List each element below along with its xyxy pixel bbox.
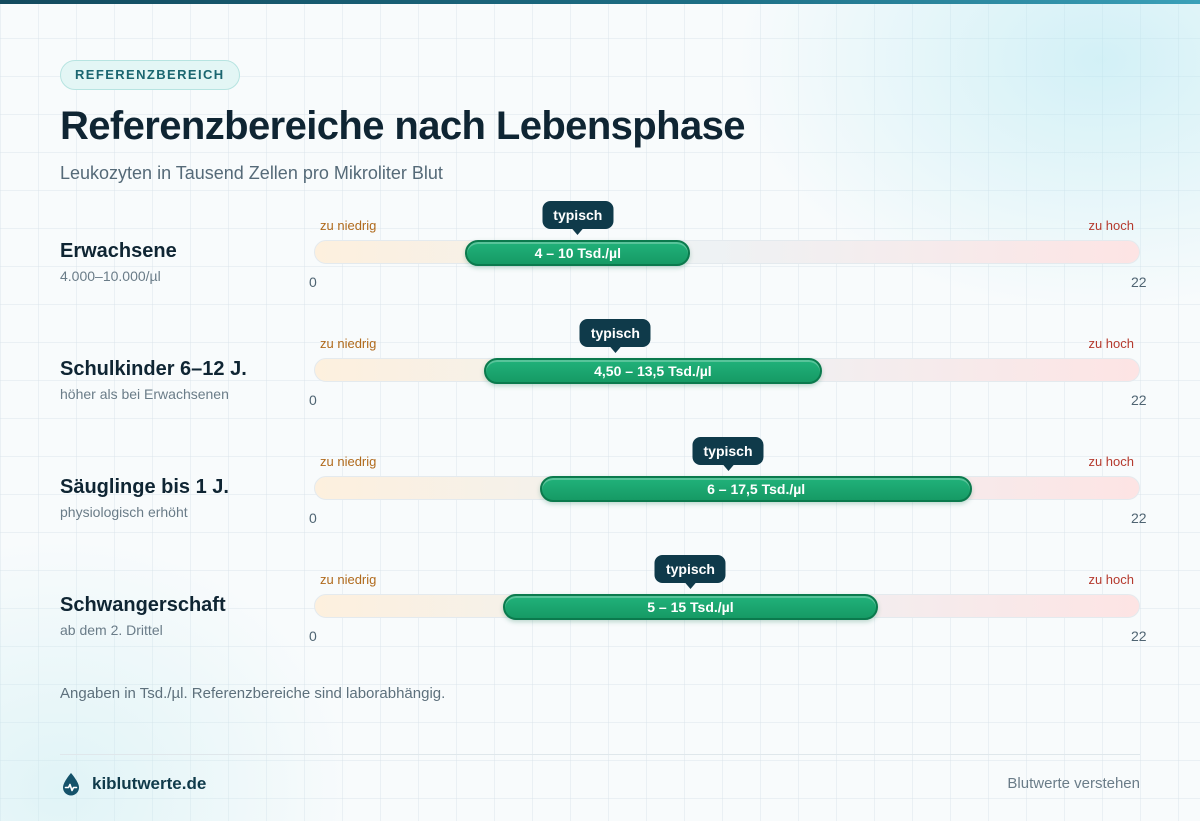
range-bar: 6 – 17,5 Tsd./µl: [540, 476, 973, 502]
tick-label-max: 22: [1131, 510, 1147, 526]
footer-divider: [60, 754, 1140, 755]
range-bar: 5 – 15 Tsd./µl: [502, 594, 879, 620]
row-sublabel: ab dem 2. Drittel: [60, 622, 163, 638]
footnote: Angaben in Tsd./µl. Referenzbereiche sin…: [60, 685, 446, 702]
range-bar: 4 – 10 Tsd./µl: [465, 240, 691, 266]
typical-marker: typisch: [542, 201, 614, 235]
tick-label-max: 22: [1131, 392, 1147, 408]
category-badge: REFERENZBEREICH: [60, 60, 240, 90]
scale-track: 6 – 17,5 Tsd./µl typisch: [314, 437, 1140, 502]
tick-label-min: 0: [309, 274, 317, 290]
row-label: Schwangerschaft: [60, 594, 226, 616]
tagline: Blutwerte verstehen: [1007, 775, 1140, 792]
typical-marker: typisch: [654, 555, 726, 589]
tick-label-max: 22: [1131, 628, 1147, 644]
top-accent-bar: [0, 0, 1200, 4]
tick-label-max: 22: [1131, 274, 1147, 290]
zone-high-label: zu hoch: [1088, 336, 1134, 351]
brand-name: kiblutwerte.de: [92, 774, 207, 793]
blood-drop-icon: [63, 773, 79, 796]
chart-row: Säuglinge bis 1 J. physiologisch erhöht …: [0, 437, 1200, 546]
chart-row: Schulkinder 6–12 J. höher als bei Erwach…: [0, 319, 1200, 428]
row-sublabel: 4.000–10.000/µl: [60, 268, 161, 284]
zone-high-label: zu hoch: [1088, 572, 1134, 587]
range-bar: 4,50 – 13,5 Tsd./µl: [483, 358, 822, 384]
typical-marker: typisch: [692, 437, 764, 471]
row-sublabel: höher als bei Erwachsenen: [60, 386, 229, 402]
tick-label-min: 0: [309, 510, 317, 526]
zone-high-label: zu hoch: [1088, 218, 1134, 233]
page-subtitle: Leukozyten in Tausend Zellen pro Mikroli…: [60, 163, 443, 183]
chart-row: Erwachsene 4.000–10.000/µl zu niedrig zu…: [0, 201, 1200, 310]
scale-track: 4,50 – 13,5 Tsd./µl typisch: [314, 319, 1140, 384]
chart-row: Schwangerschaft ab dem 2. Drittel zu nie…: [0, 555, 1200, 664]
page-title: Referenzbereiche nach Lebensphase: [60, 104, 746, 148]
tick-label-min: 0: [309, 628, 317, 644]
typical-marker: typisch: [579, 319, 651, 353]
row-label: Erwachsene: [60, 240, 177, 262]
brand[interactable]: kiblutwerte.de: [60, 771, 206, 797]
zone-low-label: zu niedrig: [320, 218, 377, 233]
zone-low-label: zu niedrig: [320, 336, 377, 351]
row-label: Säuglinge bis 1 J.: [60, 476, 229, 498]
tick-label-min: 0: [309, 392, 317, 408]
zone-high-label: zu hoch: [1088, 454, 1134, 469]
row-label: Schulkinder 6–12 J.: [60, 358, 247, 380]
scale-track: 5 – 15 Tsd./µl typisch: [314, 555, 1140, 620]
zone-low-label: zu niedrig: [320, 454, 377, 469]
scale-track: 4 – 10 Tsd./µl typisch: [314, 201, 1140, 266]
row-sublabel: physiologisch erhöht: [60, 504, 188, 520]
zone-low-label: zu niedrig: [320, 572, 377, 587]
